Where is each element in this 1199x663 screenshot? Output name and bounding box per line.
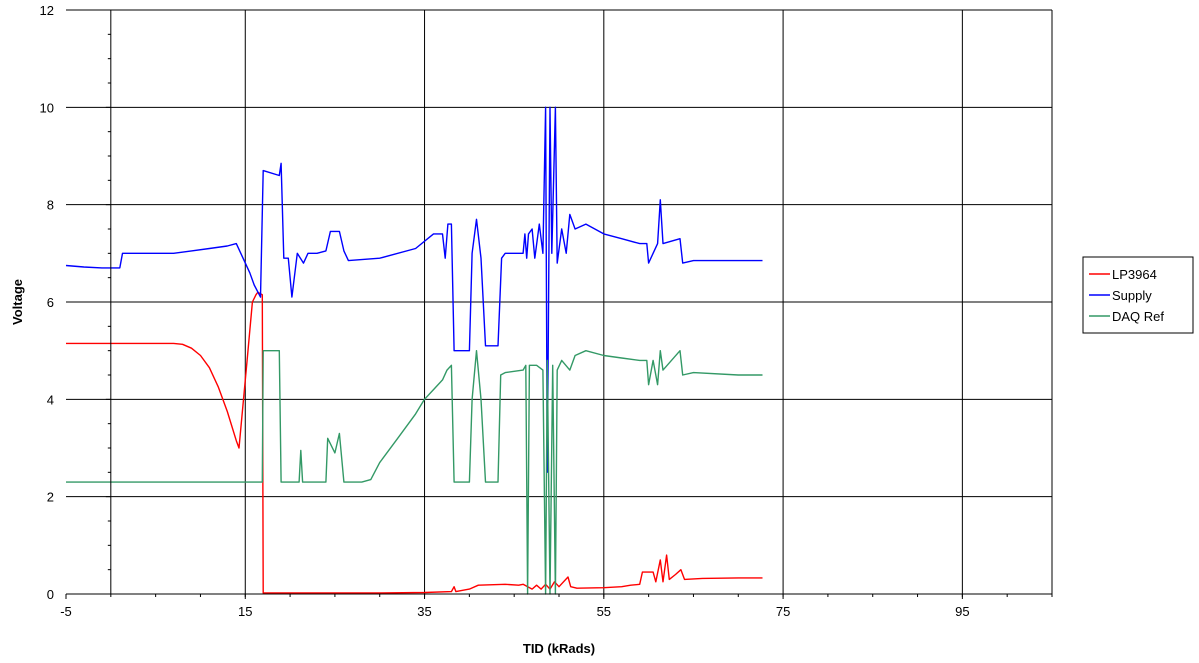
legend-label-supply: Supply (1112, 288, 1152, 303)
grid-lines (66, 9, 1053, 594)
x-tick-label: -5 (60, 604, 72, 619)
tick-labels: -5 15 35 55 75 95 0 2 4 6 8 10 12 (40, 3, 970, 619)
y-tick-label: 10 (40, 100, 54, 115)
y-tick-label: 8 (47, 198, 54, 213)
y-tick-label: 2 (47, 490, 54, 505)
series-line-lp3964 (66, 291, 763, 594)
x-tick-label: 95 (955, 604, 969, 619)
y-tick-label: 12 (40, 3, 54, 18)
x-tick-label: 35 (417, 604, 431, 619)
x-axis-title: TID (kRads) (523, 641, 595, 656)
x-tick-label: 15 (238, 604, 252, 619)
y-tick-label: 4 (47, 392, 54, 407)
y-tick-label: 0 (47, 587, 54, 602)
series-line-daq-ref (66, 350, 763, 595)
x-tick-label: 75 (776, 604, 790, 619)
legend: LP3964 Supply DAQ Ref (1082, 256, 1194, 334)
y-axis-title: Voltage (10, 279, 25, 325)
y-tick-label: 6 (47, 295, 54, 310)
series-lines (65, 106, 763, 595)
x-tick-label: 55 (597, 604, 611, 619)
legend-label-lp3964: LP3964 (1112, 267, 1157, 282)
series-line-supply (65, 106, 763, 473)
axes (65, 9, 1053, 599)
legend-label-daq-ref: DAQ Ref (1112, 309, 1164, 324)
